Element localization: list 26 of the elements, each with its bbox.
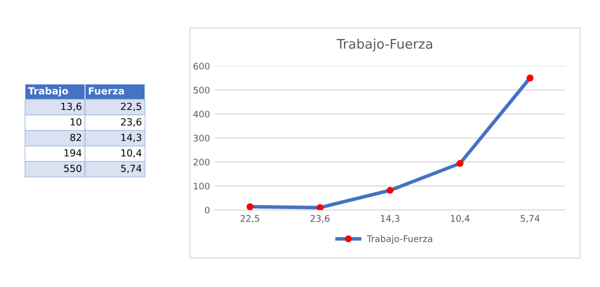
text: Fuerza <box>88 87 124 95</box>
category-label: 22,5 <box>121 102 142 112</box>
x-tick-label: 5,74 <box>520 215 540 223</box>
y-tick-label: 500 <box>194 86 210 94</box>
y-tick-label: 100 <box>194 182 210 190</box>
y-tick-label: 200 <box>194 158 210 166</box>
category-label: 14,3 <box>121 134 142 142</box>
text: 10 <box>70 118 82 126</box>
y-tick-label: 300 <box>194 134 210 142</box>
y-tick-label: 600 <box>194 62 210 70</box>
legend-label: Trabajo-Fuerza <box>366 235 432 244</box>
text: 82 <box>70 134 82 142</box>
category-label: 23,6 <box>121 118 142 127</box>
x-tick-label: 23,6 <box>310 215 330 223</box>
text: 550 <box>64 164 82 172</box>
text: 194 <box>64 149 82 157</box>
text: Trabajo <box>28 87 68 96</box>
category-label: 5,74 <box>121 164 142 174</box>
chart-title: Trabajo-Fuerza <box>336 38 432 52</box>
x-tick-label: 22,5 <box>240 215 260 223</box>
text: 13,6 <box>61 102 82 112</box>
x-tick-label: 14,3 <box>380 215 400 223</box>
x-tick-label: 10,4 <box>450 215 470 223</box>
category-label: 10,4 <box>121 149 142 158</box>
y-tick-label: 0 <box>204 206 210 214</box>
y-tick-label: 400 <box>193 110 210 118</box>
